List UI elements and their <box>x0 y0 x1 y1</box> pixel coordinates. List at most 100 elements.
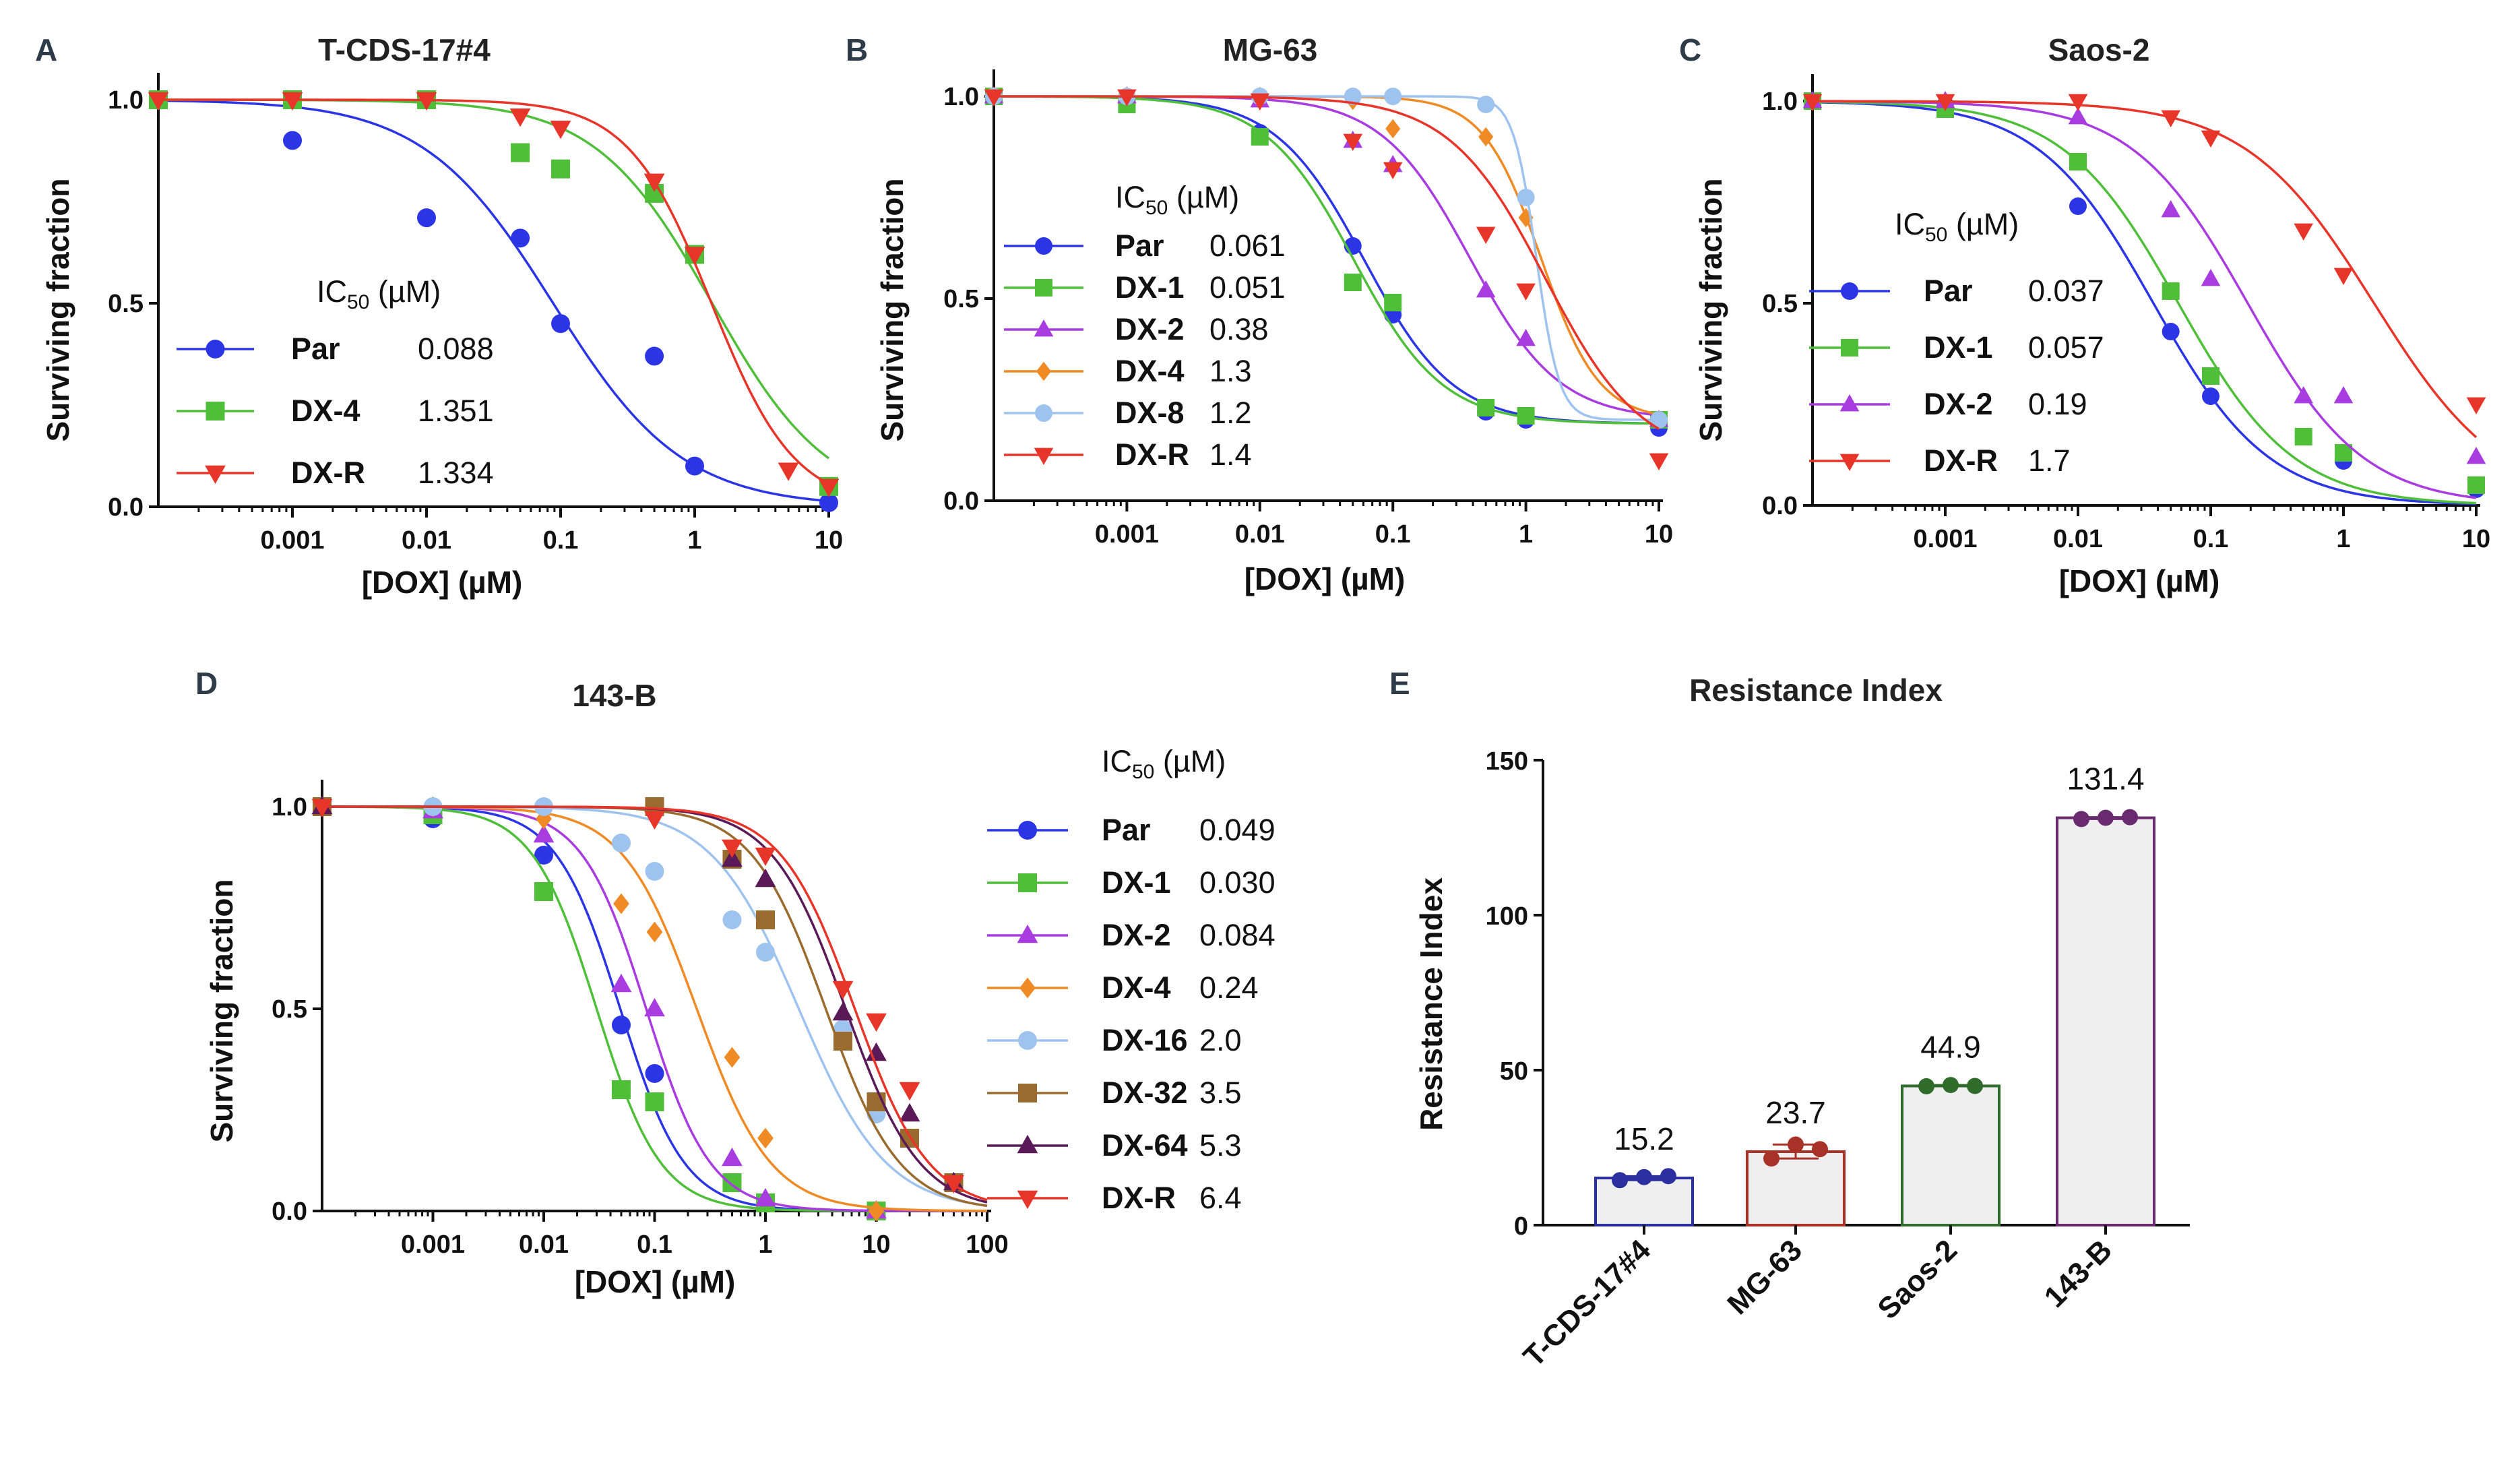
replicate-point <box>1660 1168 1676 1185</box>
data-point-dx-8 <box>1517 189 1535 206</box>
legend-name-dx-r: DX-R <box>291 456 365 490</box>
data-point-dx-r <box>722 839 743 859</box>
data-point-dx-r <box>832 981 854 1000</box>
legend-name-dx-4: DX-4 <box>291 394 360 428</box>
category-label: T-CDS-17#4 <box>1517 1233 1658 1373</box>
data-point-dx-4 <box>551 159 570 179</box>
legend-title-a: IC50 (µM) <box>317 274 441 313</box>
bar-value-label: 44.9 <box>1920 1029 1981 1064</box>
legend-ic50-dx-r: 1.7 <box>2028 443 2071 478</box>
data-point-dx-8 <box>1477 96 1495 113</box>
data-point-dx-r <box>416 92 437 111</box>
replicate-point <box>1612 1172 1628 1189</box>
data-point-dx-4 <box>613 893 629 914</box>
y-tick-label: 50 <box>1500 1057 1528 1086</box>
fit-curve-dx-r <box>994 95 1660 430</box>
x-tick-label: 0.1 <box>1375 520 1411 549</box>
data-point-dx-r <box>1476 226 1496 244</box>
y-axis-label-e: Resistance Index <box>1414 877 1449 1131</box>
data-point-par <box>2069 197 2087 215</box>
legend-b: IC50 (µM) Par 0.061 DX-1 0.051 DX-2 0.38 DX-4 1… <box>1004 180 1286 472</box>
y-tick-label: 1.0 <box>272 793 307 821</box>
panel-e: E Resistance Index Resistance Index 0 50 1… <box>1389 666 2190 1373</box>
data-point-dx-4 <box>757 1127 774 1149</box>
legend-marker-dx-r <box>1034 447 1054 465</box>
legend-name-dx-r: DX-R <box>1102 1181 1176 1215</box>
y-tick-label: 0.5 <box>272 995 307 1024</box>
legend-title-b: IC50 (µM) <box>1115 180 1239 219</box>
data-point-dx-1 <box>1251 128 1269 146</box>
legend-marker-dx-r <box>1017 1190 1038 1210</box>
data-point-dx-r <box>1250 93 1270 111</box>
replicate-point <box>1918 1078 1934 1094</box>
data-point-dx-1 <box>611 1080 631 1099</box>
y-tick-label: 1.0 <box>108 86 144 115</box>
data-point-dx-32 <box>756 910 775 929</box>
legend-d: IC50 (µM) Par 0.049 DX-1 0.030 DX-2 0.084 DX-4… <box>987 744 1275 1215</box>
x-tick-label: 100 <box>966 1231 1008 1259</box>
data-point-dx-16 <box>722 910 742 929</box>
legend-name-dx-1: DX-1 <box>1102 865 1171 900</box>
legend-ic50-dx-2: 0.38 <box>1209 312 1269 346</box>
data-point-par <box>2162 323 2180 340</box>
legend-title-d: IC50 (µM) <box>1102 744 1226 783</box>
legend-ic50-dx-r: 1.4 <box>1209 437 1252 472</box>
data-point-dx-r <box>2333 268 2354 285</box>
category-label: Saos-2 <box>1871 1233 1963 1326</box>
legend-marker-dx-32 <box>1018 1084 1037 1102</box>
data-point-dx-r <box>2201 130 2221 148</box>
legend-name-dx-2: DX-2 <box>1102 918 1171 952</box>
legend-marker-dx-4 <box>1019 977 1036 999</box>
data-point-dx-r <box>1516 283 1536 301</box>
legend-ic50-dx-1: 0.030 <box>1199 865 1275 900</box>
data-point-dx-16 <box>645 862 664 881</box>
data-point-dx-r <box>282 92 303 111</box>
x-tick-label: 0.01 <box>1235 520 1285 549</box>
chart-title-e: Resistance Index <box>1689 673 1943 708</box>
data-point-dx-4 <box>724 1047 741 1068</box>
data-point-dx-4 <box>868 1200 885 1222</box>
data-point-dx-r <box>2161 110 2180 127</box>
data-point-dx-r <box>2068 94 2088 111</box>
data-point-dx-r <box>866 1013 887 1032</box>
replicate-point <box>1812 1141 1828 1158</box>
panel-a: A T-CDS-17#4 Surviving fraction [DOX] (µ… <box>35 32 843 600</box>
fit-curve-dx-2 <box>1813 100 2477 499</box>
data-point-dx-r <box>550 121 571 139</box>
legend-ic50-dx-16: 2.0 <box>1199 1023 1242 1057</box>
data-point-dx-64 <box>755 868 776 888</box>
chart-title-b: MG-63 <box>1223 32 1318 67</box>
data-point-dx-32 <box>833 1032 852 1051</box>
data-point-dx-4 <box>511 143 530 162</box>
legend-ic50-dx-2: 0.19 <box>2028 387 2087 421</box>
data-point-dx-2 <box>2201 269 2221 286</box>
panel-b: B MG-63 Surviving fraction [DOX] (µM) 0.… <box>846 32 1673 596</box>
chart-title-c: Saos-2 <box>2048 32 2150 67</box>
data-point-dx-1 <box>2294 428 2312 445</box>
data-point-dx-r <box>644 811 665 830</box>
bar-143-b <box>2056 816 2155 1227</box>
data-point-dx-2 <box>1516 329 1536 346</box>
plot-area-b: 0.0 0.5 1.0 0.001 0.01 0.1 1 10 <box>943 69 1673 549</box>
fit-curve-dx-2 <box>994 95 1660 417</box>
data-point-dx-4 <box>1478 127 1494 147</box>
x-tick-label: 10 <box>862 1231 890 1259</box>
legend-marker-par <box>1018 821 1037 840</box>
legend-ic50-par: 0.088 <box>418 332 494 366</box>
x-tick-label: 1 <box>2336 525 2350 553</box>
legend-ic50-dx-4: 1.351 <box>418 394 494 428</box>
data-point-dx-r <box>643 173 665 192</box>
y-tick-label: 0.5 <box>943 285 979 313</box>
y-tick-label: 0.0 <box>943 487 979 516</box>
data-point-dx-4 <box>1385 119 1401 139</box>
y-tick-label: 1.0 <box>943 83 979 111</box>
data-point-dx-r <box>1383 162 1403 179</box>
legend-marker-dx-1 <box>1018 873 1037 892</box>
replicate-point <box>1788 1136 1804 1153</box>
x-axis-label-b: [DOX] (µM) <box>1245 561 1406 596</box>
data-point-dx-r <box>1935 94 1955 111</box>
legend-title-c: IC50 (µM) <box>1895 207 2019 246</box>
data-point-dx-1 <box>2162 282 2180 300</box>
plot-area-c: 0.0 0.5 1.0 0.001 0.01 0.1 1 10 <box>1762 74 2490 553</box>
data-point-dx-r <box>943 1175 964 1194</box>
